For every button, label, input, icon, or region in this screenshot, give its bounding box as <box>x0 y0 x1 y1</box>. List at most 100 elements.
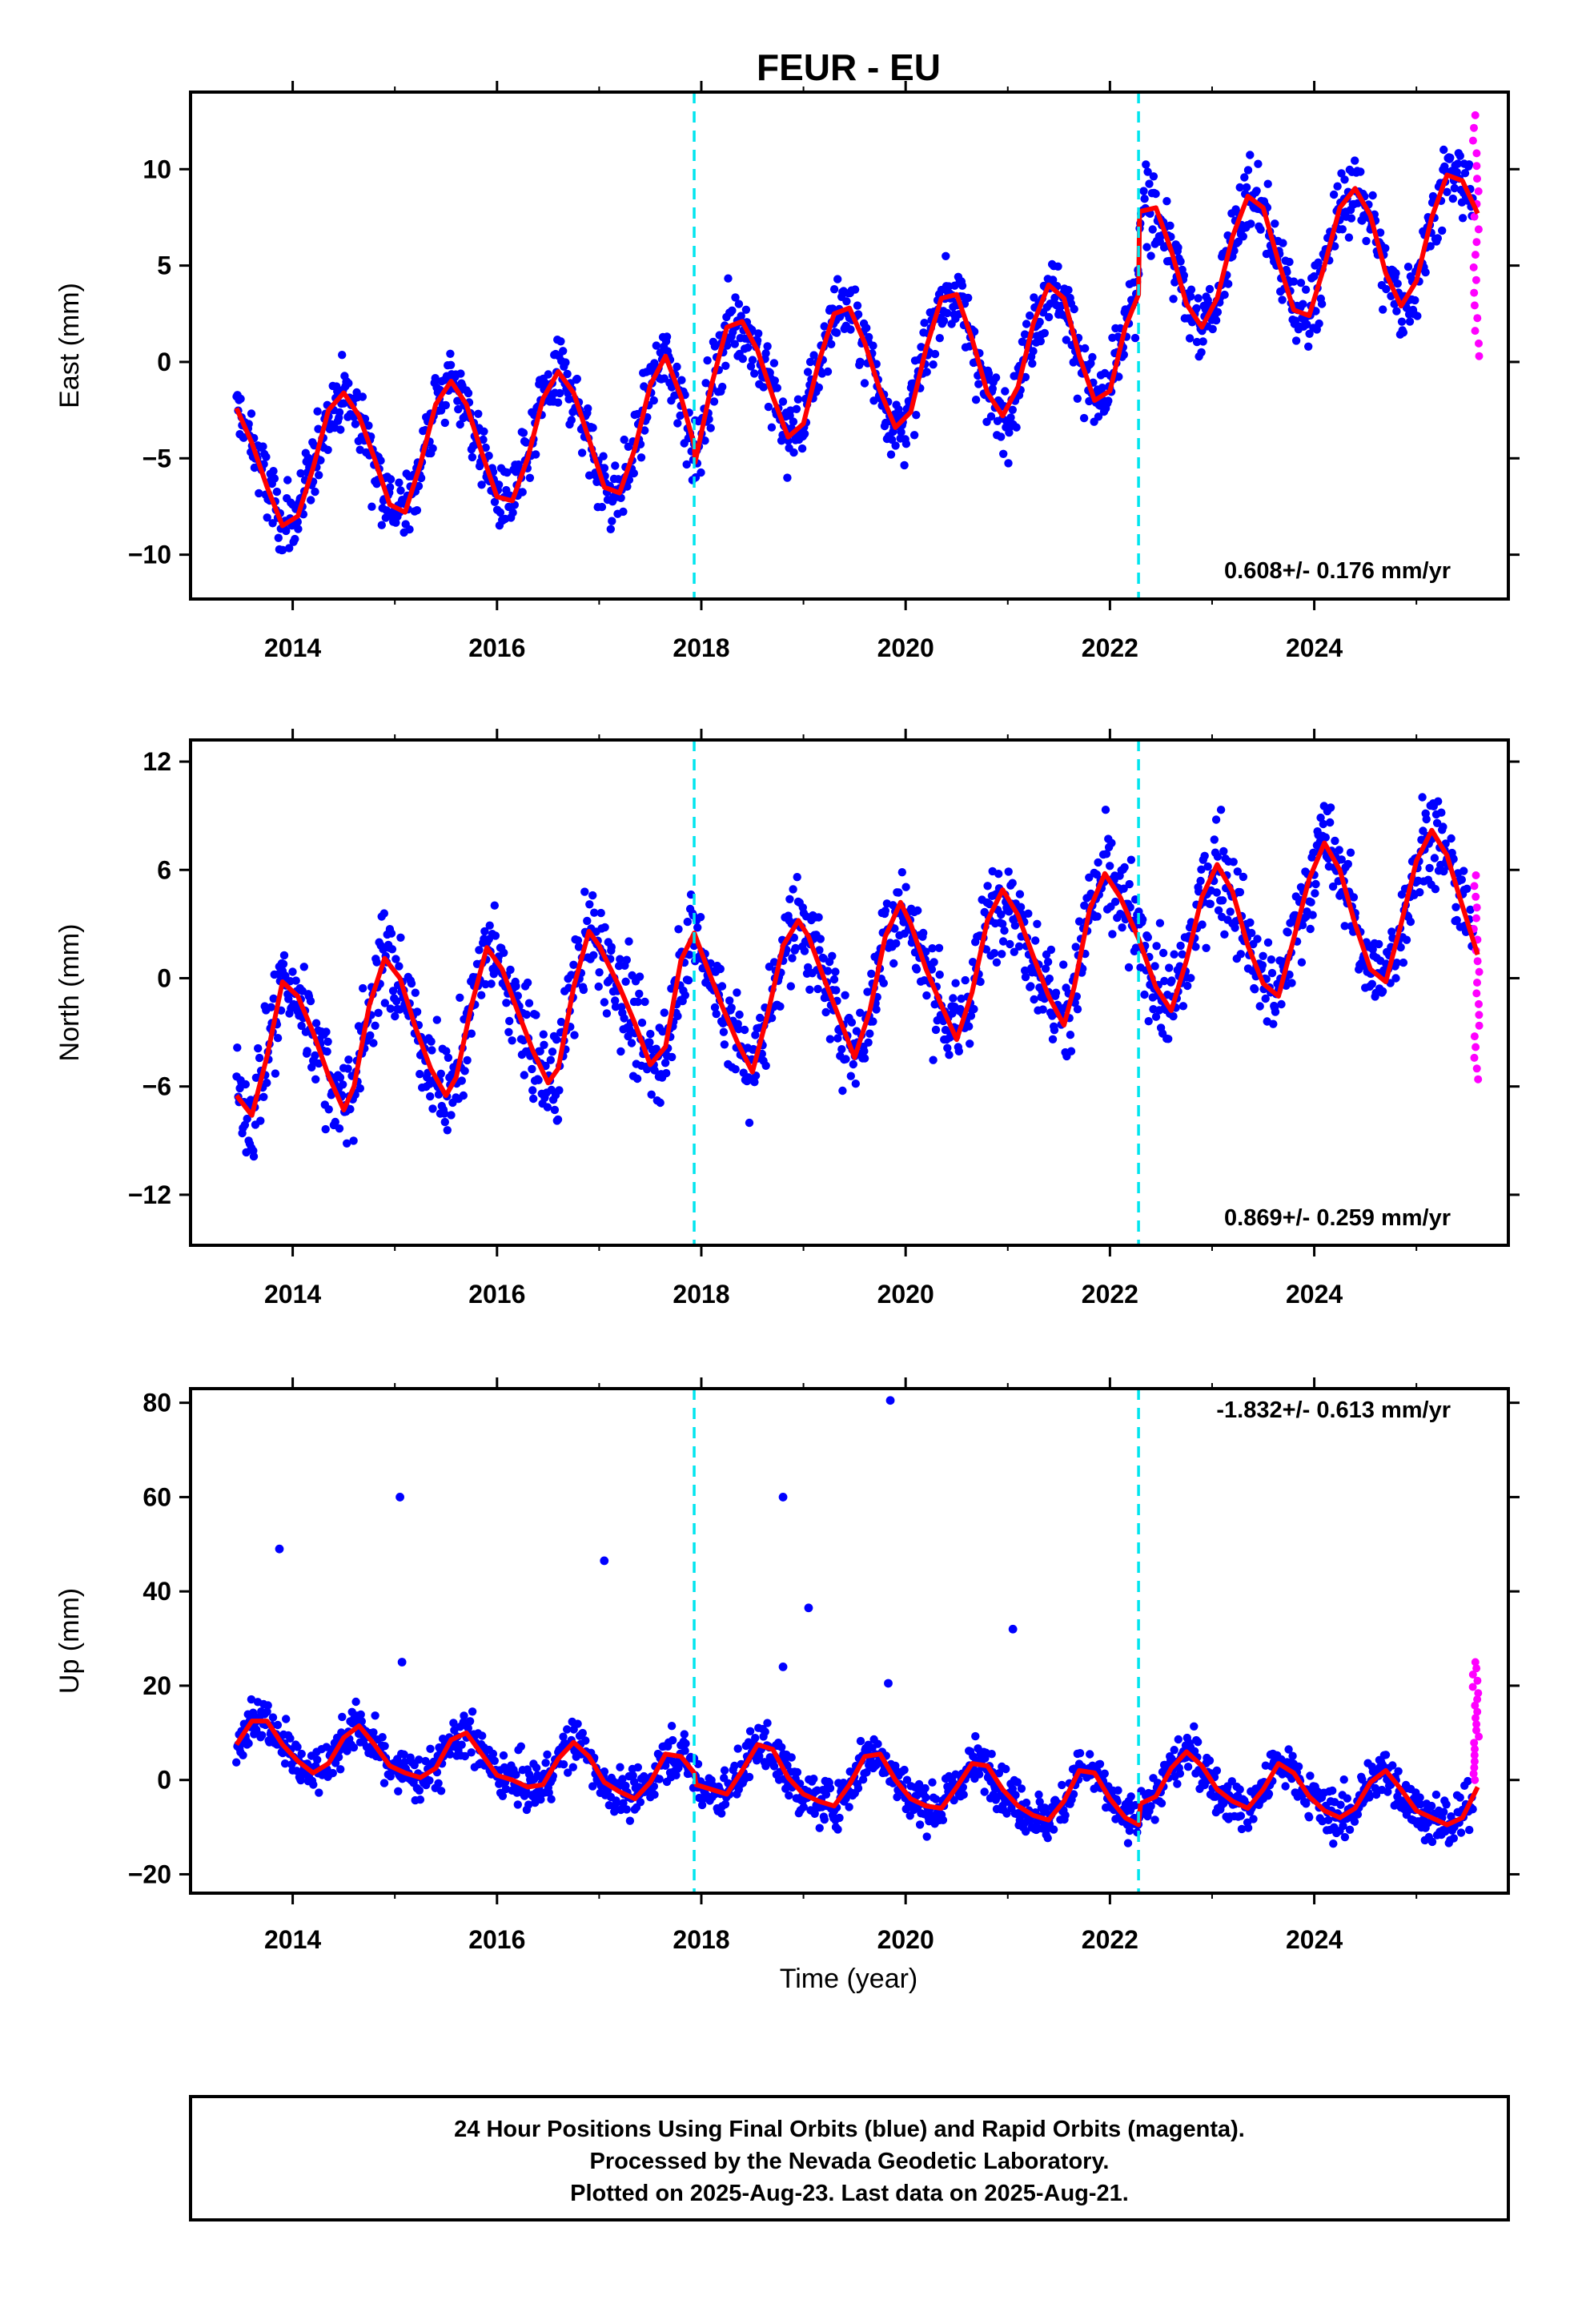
final-orbit-point <box>655 1775 664 1783</box>
final-orbit-point <box>1304 342 1313 351</box>
final-orbit-point <box>1202 943 1211 953</box>
final-orbit-point <box>1026 982 1035 991</box>
final-orbit-point <box>1237 1824 1247 1834</box>
final-orbit-point <box>1004 459 1013 468</box>
final-orbit-point <box>1213 308 1223 316</box>
final-orbit-point <box>1050 293 1059 303</box>
final-orbit-point <box>649 396 658 405</box>
final-orbit-point <box>974 380 983 388</box>
final-orbit-point <box>851 1080 861 1088</box>
final-orbit-point <box>1339 1821 1347 1831</box>
final-orbit-point <box>619 507 628 517</box>
final-orbit-point <box>1158 948 1168 958</box>
final-orbit-point <box>733 988 741 997</box>
final-orbit-point <box>1073 1005 1082 1014</box>
rapid-orbit-point <box>1468 136 1477 145</box>
final-orbit-point <box>307 496 315 505</box>
final-orbit-point <box>504 1027 513 1037</box>
final-orbit-point <box>1425 863 1434 873</box>
final-orbit-point <box>1452 915 1461 925</box>
final-orbit-point <box>1178 950 1186 959</box>
final-orbit-point <box>532 450 540 459</box>
final-orbit-point <box>1405 317 1415 326</box>
final-orbit-point <box>734 300 744 308</box>
final-orbit-point <box>349 1136 358 1145</box>
final-orbit-point <box>1140 195 1149 203</box>
final-orbit-point <box>1261 994 1270 1003</box>
final-orbit-point <box>273 1034 283 1043</box>
final-orbit-point <box>1150 962 1159 971</box>
final-orbit-point <box>737 312 745 320</box>
final-orbit-point <box>889 901 897 910</box>
final-orbit-point <box>463 1055 472 1065</box>
final-orbit-point <box>832 328 841 337</box>
final-orbit-point <box>873 1739 882 1748</box>
final-orbit-point <box>270 474 279 483</box>
final-orbit-point <box>570 1031 579 1039</box>
rapid-orbit-point <box>1472 989 1481 998</box>
final-orbit-point <box>1231 923 1239 932</box>
final-orbit-point <box>1167 976 1176 985</box>
final-orbit-point <box>532 1763 541 1772</box>
final-orbit-point <box>1347 214 1356 223</box>
final-orbit-point <box>1239 872 1248 882</box>
final-orbit-point <box>447 1111 456 1120</box>
final-orbit-point <box>481 443 490 452</box>
final-orbit-point <box>387 929 396 938</box>
final-orbit-point <box>805 985 814 995</box>
final-orbit-point <box>1064 286 1073 295</box>
final-orbit-point <box>608 517 616 525</box>
final-orbit-point <box>1305 1813 1314 1822</box>
final-orbit-point <box>1169 295 1178 304</box>
final-orbit-point <box>579 985 588 995</box>
final-orbit-point <box>574 943 584 951</box>
final-orbit-point <box>428 1104 437 1113</box>
final-orbit-point <box>596 908 605 918</box>
final-orbit-point <box>1051 988 1061 997</box>
rapid-orbit-point <box>1474 225 1483 234</box>
final-orbit-point <box>395 962 404 971</box>
final-orbit-point <box>1124 963 1134 972</box>
final-orbit-point <box>965 1022 974 1031</box>
outlier-point <box>885 1396 895 1405</box>
final-orbit-point <box>567 416 576 424</box>
final-orbit-point <box>496 508 505 517</box>
final-orbit-point <box>546 1055 555 1064</box>
final-orbit-point <box>825 1035 835 1043</box>
final-orbit-point <box>1157 1799 1166 1807</box>
final-orbit-point <box>980 1787 989 1796</box>
final-orbit-point <box>948 1009 957 1018</box>
x-tick-label: 2014 <box>264 633 321 662</box>
final-orbit-point <box>479 435 488 444</box>
final-orbit-point <box>1450 183 1460 193</box>
final-orbit-point <box>850 285 860 294</box>
final-orbit-point <box>387 945 397 954</box>
final-orbit-point <box>623 482 632 491</box>
rapid-orbit-point <box>1470 1739 1479 1747</box>
final-orbit-point <box>1024 909 1033 919</box>
final-orbit-point <box>269 467 278 476</box>
final-orbit-point <box>1439 145 1448 155</box>
final-orbit-point <box>1030 995 1038 1004</box>
final-orbit-point <box>1108 930 1117 939</box>
final-orbit-point <box>858 1775 868 1784</box>
final-orbit-point <box>1058 1780 1066 1790</box>
final-orbit-point <box>1152 942 1161 951</box>
final-orbit-point <box>710 1003 720 1012</box>
final-orbit-point <box>426 1744 435 1753</box>
final-orbit-point <box>335 408 344 417</box>
final-orbit-point <box>503 468 512 477</box>
final-orbit-point <box>432 1015 441 1024</box>
final-orbit-point <box>553 398 563 407</box>
final-orbit-point <box>379 909 388 918</box>
final-orbit-point <box>673 362 681 372</box>
final-orbit-point <box>1034 1790 1043 1799</box>
final-orbit-point <box>1148 225 1157 234</box>
final-orbit-point <box>950 1795 958 1805</box>
final-orbit-point <box>919 928 928 938</box>
final-orbit-point <box>881 907 890 915</box>
final-orbit-point <box>1160 976 1169 986</box>
final-orbit-point <box>693 1759 703 1768</box>
final-orbit-point <box>842 297 851 306</box>
final-orbit-point <box>920 319 929 328</box>
